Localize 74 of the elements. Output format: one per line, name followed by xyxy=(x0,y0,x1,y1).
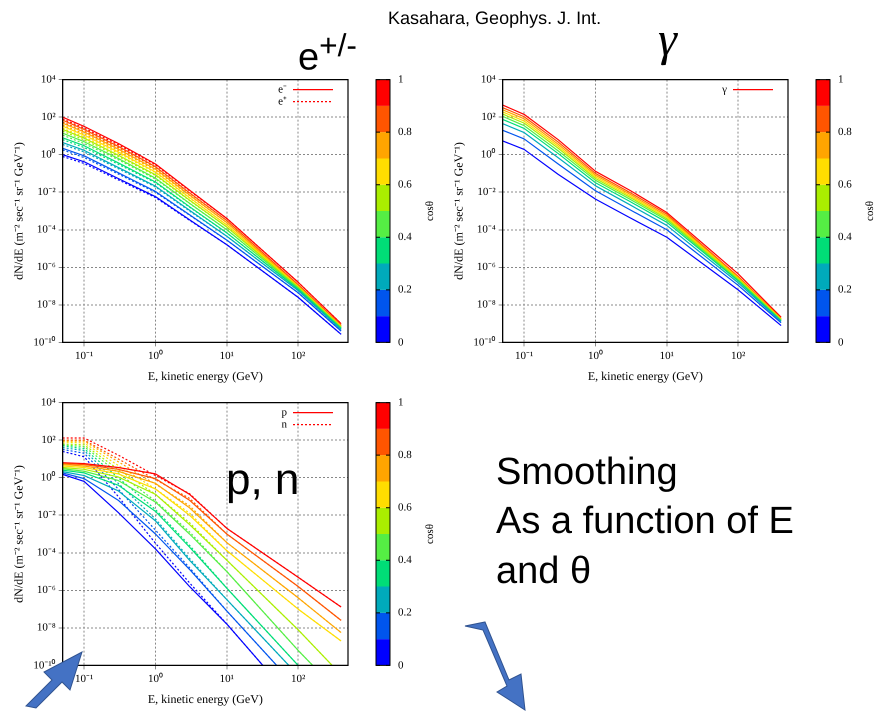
y-tick-label: 10⁻⁶ xyxy=(36,584,56,596)
y-tick-label: 10⁻¹⁰ xyxy=(473,335,496,348)
legend-label: n xyxy=(282,418,288,430)
y-tick-label: 10⁻⁴ xyxy=(476,224,496,236)
y-tick-label: 10⁻⁴ xyxy=(36,224,56,236)
y-tick-label: 10² xyxy=(481,111,496,124)
x-tick-label: 10⁻¹ xyxy=(75,350,94,362)
color-bar-title: cosθ xyxy=(864,201,876,221)
y-tick-label: 10² xyxy=(41,434,56,446)
x-tick-label: 10² xyxy=(290,350,306,362)
y-axis-title: dN/dE (m⁻² sec⁻¹ sr⁻¹ GeV⁻¹) xyxy=(11,142,26,280)
legend-label: e⁻ xyxy=(278,83,287,96)
x-tick-label: 10⁰ xyxy=(148,672,163,685)
y-tick-label: 10⁻⁸ xyxy=(36,298,56,311)
color-bar-label: 0.8 xyxy=(398,449,412,462)
color-bar-label: 0 xyxy=(398,336,404,348)
x-axis-title: E, kinetic energy (GeV) xyxy=(148,692,263,706)
text: Smoothing xyxy=(496,450,679,495)
chart-title: e$^{+/-}$ xyxy=(298,27,357,80)
y-tick-label: 10⁻⁸ xyxy=(36,622,56,634)
color-bar-label: 0.6 xyxy=(838,178,852,191)
y-tick-label: 10⁻¹⁰ xyxy=(33,335,56,348)
legend-label: e⁺ xyxy=(278,95,287,108)
y-tick-label: 10⁻¹⁰ xyxy=(33,658,56,672)
text: p, n xyxy=(226,455,300,504)
color-bar-label: 0 xyxy=(838,336,844,348)
color-bar-title: cosθ xyxy=(424,201,436,221)
x-tick-label: 10⁻¹ xyxy=(75,672,94,685)
y-tick-label: 10⁴ xyxy=(40,73,56,86)
color-bar-label: 1 xyxy=(838,73,844,86)
x-tick-label: 10² xyxy=(730,350,746,362)
color-bar-label: 0.4 xyxy=(398,231,412,244)
y-tick-label: 10⁻² xyxy=(37,186,56,198)
color-bar-label: 0.6 xyxy=(398,178,412,191)
x-tick-label: 10⁰ xyxy=(148,348,163,362)
y-tick-label: 10⁻⁶ xyxy=(36,261,56,274)
legend-label: p xyxy=(282,406,288,418)
color-bar-label: 0.2 xyxy=(398,606,412,619)
y-tick-label: 10⁴ xyxy=(480,73,496,86)
x-tick-label: 10⁰ xyxy=(588,348,603,362)
text: Kasahara, Geophys. J. Int. xyxy=(388,8,602,30)
x-axis-title: E, kinetic energy (GeV) xyxy=(588,368,703,383)
color-bar-label: 0.4 xyxy=(398,554,412,566)
y-tick-label: 10⁻² xyxy=(37,509,56,522)
color-bar-label: 0.2 xyxy=(838,284,852,296)
y-tick-label: 10⁻⁶ xyxy=(476,261,496,274)
y-tick-label: 10⁰ xyxy=(40,470,56,484)
chart-title: γ xyxy=(658,13,677,67)
y-tick-label: 10⁰ xyxy=(40,148,56,161)
text: As a function of E and θ xyxy=(496,499,795,594)
x-tick-label: 10¹ xyxy=(220,350,234,362)
y-tick-label: 10⁴ xyxy=(40,396,56,408)
color-bar-label: 1 xyxy=(398,73,404,86)
y-axis-title: dN/dE (m⁻² sec⁻¹ sr⁻¹ GeV⁻¹) xyxy=(451,142,466,280)
color-bar-label: 0.6 xyxy=(398,502,412,514)
color-bar-label: 0 xyxy=(398,659,404,672)
x-axis-title: E, kinetic energy (GeV) xyxy=(148,368,263,383)
x-tick-label: 10⁻¹ xyxy=(515,350,534,362)
color-bar-label: 0.8 xyxy=(398,126,412,138)
y-tick-label: 10⁻⁴ xyxy=(36,546,56,559)
color-bar-label: 1 xyxy=(398,396,404,408)
y-tick-label: 10⁻² xyxy=(477,186,496,198)
color-bar-label: 0.8 xyxy=(838,126,852,138)
x-tick-label: 10¹ xyxy=(660,350,674,362)
y-tick-label: 10² xyxy=(41,111,56,124)
y-tick-label: 10⁻⁸ xyxy=(476,298,496,311)
x-tick-label: 10² xyxy=(290,672,306,685)
y-tick-label: 10⁰ xyxy=(480,148,496,161)
color-bar-label: 0.2 xyxy=(398,284,412,296)
y-axis-title: dN/dE (m⁻² sec⁻¹ sr⁻¹ GeV⁻¹) xyxy=(11,465,26,603)
color-bar-label: 0.4 xyxy=(838,231,852,244)
x-tick-label: 10¹ xyxy=(220,672,234,685)
legend-label: γ xyxy=(721,83,728,96)
color-bar-title: cosθ xyxy=(424,524,436,544)
